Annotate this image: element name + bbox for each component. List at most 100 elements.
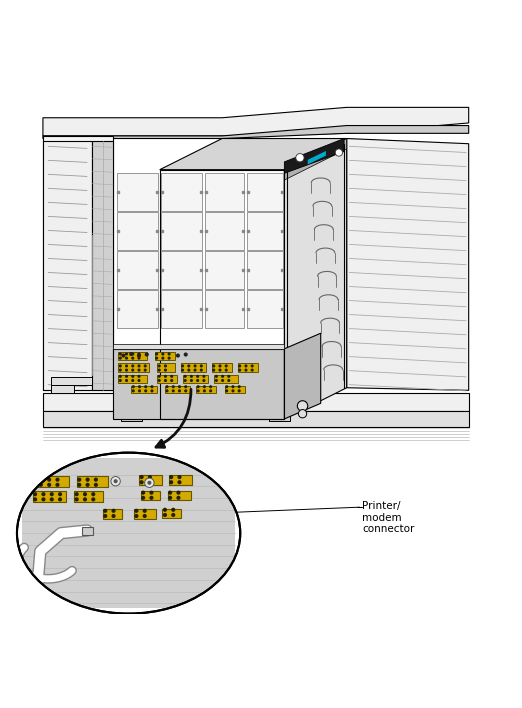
Polygon shape — [157, 362, 175, 372]
Circle shape — [163, 513, 167, 517]
Circle shape — [298, 401, 308, 411]
Circle shape — [224, 365, 228, 367]
Polygon shape — [162, 509, 181, 518]
Polygon shape — [347, 139, 469, 390]
Circle shape — [137, 379, 140, 382]
Polygon shape — [30, 476, 69, 487]
Polygon shape — [51, 385, 74, 393]
Polygon shape — [117, 251, 158, 289]
Circle shape — [55, 483, 60, 487]
Circle shape — [238, 385, 241, 388]
Polygon shape — [247, 212, 283, 250]
Polygon shape — [161, 173, 203, 211]
Circle shape — [118, 379, 122, 382]
Circle shape — [77, 478, 81, 481]
Circle shape — [39, 483, 43, 487]
Polygon shape — [92, 141, 113, 390]
Polygon shape — [113, 343, 284, 349]
Circle shape — [22, 479, 32, 489]
Circle shape — [224, 369, 228, 372]
Circle shape — [197, 389, 200, 392]
Polygon shape — [206, 251, 244, 289]
Circle shape — [171, 508, 175, 512]
Circle shape — [187, 369, 191, 372]
Bar — [22, 458, 235, 608]
Circle shape — [144, 389, 147, 392]
Polygon shape — [168, 491, 191, 501]
Circle shape — [184, 375, 187, 378]
Polygon shape — [247, 290, 283, 328]
Circle shape — [181, 369, 184, 372]
Circle shape — [168, 491, 172, 495]
Circle shape — [244, 369, 247, 372]
Polygon shape — [117, 212, 158, 250]
Polygon shape — [117, 290, 158, 328]
Polygon shape — [74, 491, 103, 502]
Circle shape — [91, 492, 96, 496]
Circle shape — [158, 375, 161, 378]
Circle shape — [177, 480, 182, 484]
Circle shape — [187, 365, 191, 367]
Polygon shape — [155, 352, 175, 360]
Circle shape — [164, 379, 167, 382]
Circle shape — [221, 375, 224, 378]
Polygon shape — [161, 290, 203, 328]
Circle shape — [50, 492, 54, 496]
Polygon shape — [43, 141, 92, 390]
Circle shape — [238, 369, 241, 372]
Text: Printer/
modem
connector: Printer/ modem connector — [362, 501, 414, 534]
Polygon shape — [113, 349, 284, 419]
Polygon shape — [139, 476, 162, 485]
Circle shape — [251, 369, 254, 372]
Circle shape — [139, 480, 144, 484]
Circle shape — [77, 483, 81, 487]
Circle shape — [75, 497, 79, 501]
Polygon shape — [206, 290, 244, 328]
Circle shape — [134, 514, 138, 518]
Circle shape — [149, 496, 153, 500]
Circle shape — [335, 149, 342, 156]
Polygon shape — [160, 139, 347, 170]
Circle shape — [164, 369, 167, 372]
Circle shape — [30, 478, 34, 481]
Circle shape — [94, 478, 98, 481]
Polygon shape — [212, 362, 232, 372]
Polygon shape — [284, 333, 321, 419]
Polygon shape — [284, 139, 347, 180]
Circle shape — [125, 375, 128, 378]
Circle shape — [209, 389, 212, 392]
Polygon shape — [269, 416, 290, 421]
Circle shape — [200, 365, 203, 367]
Circle shape — [244, 365, 247, 367]
Circle shape — [33, 492, 37, 496]
Circle shape — [176, 496, 181, 500]
Circle shape — [118, 357, 122, 360]
Polygon shape — [118, 375, 147, 382]
Circle shape — [141, 496, 145, 500]
Circle shape — [112, 514, 115, 518]
Circle shape — [125, 365, 128, 367]
Circle shape — [225, 389, 228, 392]
Polygon shape — [32, 491, 66, 502]
Circle shape — [190, 375, 193, 378]
Circle shape — [111, 476, 120, 486]
Circle shape — [194, 365, 197, 367]
Circle shape — [165, 389, 169, 392]
Circle shape — [58, 497, 62, 501]
Circle shape — [168, 353, 171, 355]
Circle shape — [171, 513, 175, 517]
Circle shape — [158, 365, 161, 367]
Circle shape — [137, 365, 140, 367]
Circle shape — [131, 357, 134, 360]
Circle shape — [137, 353, 140, 355]
Circle shape — [184, 389, 187, 392]
Circle shape — [114, 479, 117, 484]
Circle shape — [150, 385, 153, 388]
Circle shape — [143, 514, 147, 518]
Circle shape — [184, 379, 187, 382]
Circle shape — [138, 385, 141, 388]
Polygon shape — [140, 491, 160, 501]
Circle shape — [176, 353, 180, 358]
Circle shape — [164, 365, 167, 367]
Polygon shape — [161, 212, 203, 250]
